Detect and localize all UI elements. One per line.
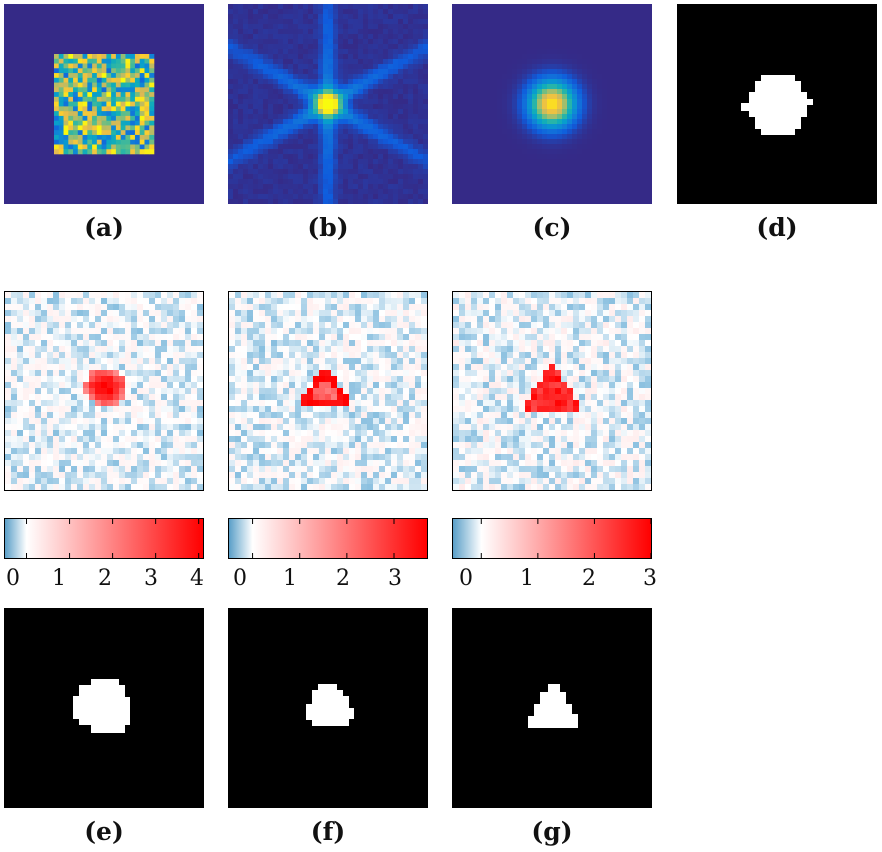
heatmap-1 (4, 291, 204, 491)
heatmap-2 (228, 291, 428, 491)
diffraction-pattern-image (228, 4, 428, 204)
tick-label: 0 (459, 566, 473, 591)
caption-a: (a) (84, 213, 124, 242)
rounded-triangle-mask-image (228, 608, 428, 808)
tick-label: 1 (520, 566, 534, 591)
blob-mask-image (4, 608, 204, 808)
panel-c-gaussian-spot (452, 4, 652, 204)
caption-g: (g) (531, 817, 573, 846)
heatmap-1-image (5, 292, 203, 490)
triangle-mask-image (452, 608, 652, 808)
random-pattern-image (4, 4, 204, 204)
heatmap-3 (452, 291, 652, 491)
gaussian-spot-image (452, 4, 652, 204)
tick-label: 2 (98, 566, 112, 591)
colorbar-2 (228, 518, 428, 559)
panel-a-random-pattern (4, 4, 204, 204)
tick-label: 1 (52, 566, 66, 591)
tick-label: 3 (144, 566, 158, 591)
caption-c: (c) (532, 213, 572, 242)
caption-f: (f) (310, 817, 346, 846)
colorbar-3 (452, 518, 652, 559)
tick-label: 0 (233, 566, 247, 591)
panel-e-blob-mask (4, 608, 204, 808)
tick-label: 3 (388, 566, 402, 591)
heatmap-2-image (229, 292, 427, 490)
tick-label: 2 (582, 566, 596, 591)
panel-f-rounded-triangle-mask (228, 608, 428, 808)
heatmap-3-image (453, 292, 651, 490)
panel-g-triangle-mask (452, 608, 652, 808)
hexagon-mask-image (677, 4, 877, 204)
caption-e: (e) (84, 817, 124, 846)
caption-b: (b) (307, 213, 349, 242)
colorbar-1 (4, 518, 204, 559)
tick-label: 1 (283, 566, 297, 591)
panel-d-hexagon-mask (677, 4, 877, 204)
tick-label: 4 (190, 566, 204, 591)
panel-b-diffraction-pattern (228, 4, 428, 204)
caption-d: (d) (756, 213, 798, 242)
tick-label: 3 (643, 566, 657, 591)
tick-label: 2 (336, 566, 350, 591)
tick-label: 0 (6, 566, 20, 591)
